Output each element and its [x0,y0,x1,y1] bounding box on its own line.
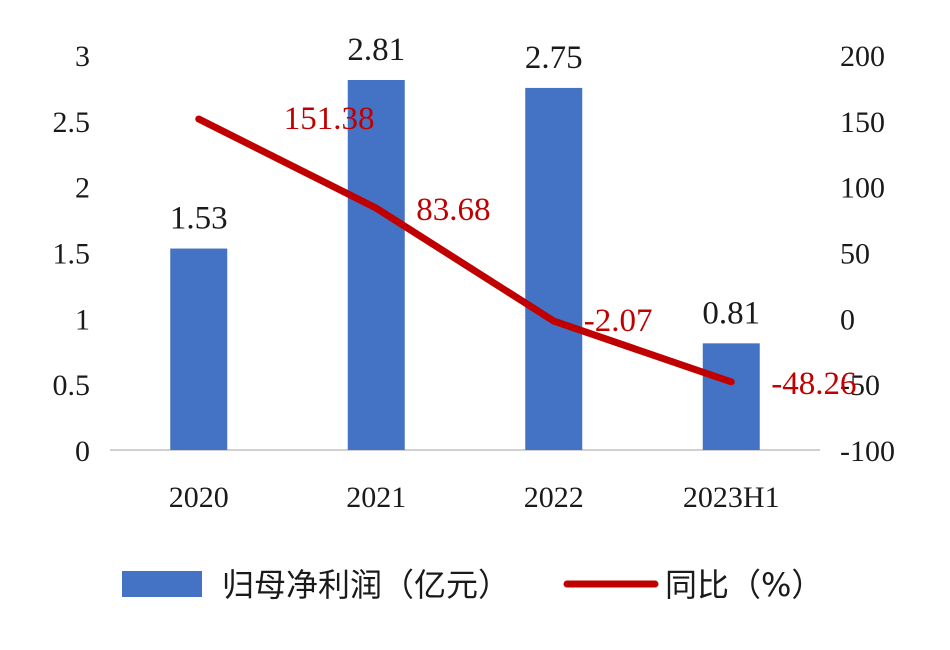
right-tick-label: -50 [840,369,880,402]
line-series [195,115,735,386]
x-tick-label: 2022 [524,481,584,514]
left-tick-label: 2 [75,172,90,205]
bar-data-label: 2.75 [525,40,583,76]
line-data-label: -48.26 [771,366,856,402]
bar-2020 [170,248,228,450]
bar-2022 [525,87,583,451]
legend: 归母净利润（亿元） 同比（%） [122,566,823,604]
line-data-label: 151.38 [284,101,375,137]
bar-2023H1 [702,343,760,450]
right-axis-ticks: -100 -50 0 50 100 150 200 [840,40,895,468]
legend-line-label: 同比（%） [665,566,823,604]
right-tick-label: 0 [840,303,855,336]
bar-data-labels: 1.53 2.81 2.75 0.81 [170,32,760,331]
x-tick-label: 2021 [346,481,406,514]
bar-data-label: 2.81 [347,32,405,68]
x-tick-label: 2020 [169,481,229,514]
left-tick-label: 2.5 [53,106,91,139]
right-tick-label: 150 [840,106,885,139]
legend-bar-swatch [122,571,202,597]
yoy-line [195,115,735,386]
left-tick-label: 0.5 [53,369,91,402]
bar-series [170,80,760,451]
line-point-2020 [196,117,201,122]
line-point-2021 [374,206,379,211]
line-point-2023H1 [729,379,734,384]
bar-2021 [347,80,405,451]
bar-data-label: 1.53 [170,201,228,237]
line-data-label: 83.68 [416,192,490,228]
x-tick-label: 2023H1 [683,481,780,514]
right-tick-label: 100 [840,172,885,205]
right-tick-label: 200 [840,40,885,73]
line-data-labels: 151.38 83.68 -2.07 -48.26 [284,101,857,402]
right-tick-label: -100 [840,435,895,468]
line-data-label: -2.07 [584,303,653,339]
left-axis-ticks: 0 0.5 1 1.5 2 2.5 3 [53,40,91,468]
x-axis-ticks: 2020 2021 2022 2023H1 [169,481,780,514]
left-tick-label: 1.5 [53,238,91,271]
left-tick-label: 0 [75,435,90,468]
left-tick-label: 3 [75,40,90,73]
right-tick-label: 50 [840,238,870,271]
bar-data-label: 0.81 [702,295,760,331]
line-point-2022 [551,319,556,324]
left-tick-label: 1 [75,303,90,336]
legend-bar-label: 归母净利润（亿元） [222,566,510,604]
